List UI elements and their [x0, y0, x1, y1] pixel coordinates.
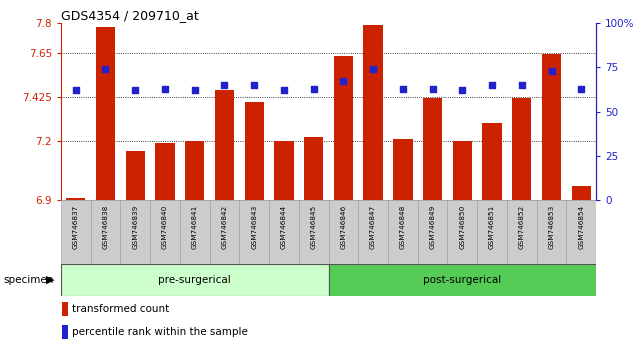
Bar [150, 200, 180, 264]
Bar [62, 302, 68, 316]
Bar [61, 264, 328, 296]
Bar [572, 186, 591, 200]
Point [457, 87, 467, 93]
Bar [388, 200, 418, 264]
Bar [180, 200, 210, 264]
Point [546, 68, 556, 74]
Text: ▶: ▶ [46, 275, 54, 285]
Bar [537, 200, 567, 264]
Bar [567, 200, 596, 264]
Text: GDS4354 / 209710_at: GDS4354 / 209710_at [61, 9, 199, 22]
Text: GSM746842: GSM746842 [221, 205, 228, 249]
Point [517, 82, 527, 88]
Bar [512, 98, 531, 200]
Point [576, 86, 587, 91]
Bar [62, 325, 68, 339]
Text: GSM746844: GSM746844 [281, 205, 287, 249]
Bar [483, 123, 502, 200]
Text: GSM746847: GSM746847 [370, 205, 376, 249]
Bar [155, 143, 174, 200]
Bar [126, 151, 145, 200]
Text: GSM746840: GSM746840 [162, 205, 168, 249]
Bar [418, 200, 447, 264]
Text: post-surgerical: post-surgerical [423, 275, 501, 285]
Text: pre-surgerical: pre-surgerical [158, 275, 231, 285]
Bar [299, 200, 328, 264]
Bar [269, 200, 299, 264]
Bar [328, 200, 358, 264]
Point [130, 87, 140, 93]
Bar [447, 200, 477, 264]
Bar [453, 141, 472, 200]
Bar [423, 98, 442, 200]
Point [190, 87, 200, 93]
Bar [121, 200, 150, 264]
Point [249, 82, 260, 88]
Point [160, 86, 170, 91]
Text: specimen: specimen [3, 275, 54, 285]
Bar [185, 141, 204, 200]
Text: GSM746843: GSM746843 [251, 205, 257, 249]
Point [279, 87, 289, 93]
Bar [542, 55, 561, 200]
Bar [328, 264, 596, 296]
Point [397, 86, 408, 91]
Point [487, 82, 497, 88]
Bar [334, 56, 353, 200]
Bar [90, 200, 121, 264]
Text: GSM746841: GSM746841 [192, 205, 197, 249]
Text: GSM746852: GSM746852 [519, 205, 525, 249]
Bar [363, 25, 383, 200]
Point [71, 87, 81, 93]
Text: GSM746838: GSM746838 [103, 205, 108, 249]
Text: GSM746848: GSM746848 [400, 205, 406, 249]
Text: GSM746849: GSM746849 [429, 205, 436, 249]
Bar [210, 200, 239, 264]
Text: GSM746851: GSM746851 [489, 205, 495, 249]
Text: GSM746850: GSM746850 [460, 205, 465, 249]
Bar [66, 198, 85, 200]
Bar [244, 102, 264, 200]
Bar [393, 139, 413, 200]
Point [308, 86, 319, 91]
Text: GSM746839: GSM746839 [132, 205, 138, 249]
Bar [477, 200, 507, 264]
Bar [215, 90, 234, 200]
Bar [274, 141, 294, 200]
Point [368, 66, 378, 72]
Text: GSM746837: GSM746837 [73, 205, 79, 249]
Bar [304, 137, 323, 200]
Bar [239, 200, 269, 264]
Point [338, 79, 349, 84]
Text: GSM746854: GSM746854 [578, 205, 584, 249]
Point [219, 82, 229, 88]
Text: GSM746853: GSM746853 [549, 205, 554, 249]
Text: percentile rank within the sample: percentile rank within the sample [72, 327, 248, 337]
Bar [61, 200, 90, 264]
Bar [507, 200, 537, 264]
Text: GSM746846: GSM746846 [340, 205, 346, 249]
Text: transformed count: transformed count [72, 304, 169, 314]
Bar [96, 27, 115, 200]
Bar [358, 200, 388, 264]
Point [428, 86, 438, 91]
Point [101, 66, 111, 72]
Text: GSM746845: GSM746845 [311, 205, 317, 249]
